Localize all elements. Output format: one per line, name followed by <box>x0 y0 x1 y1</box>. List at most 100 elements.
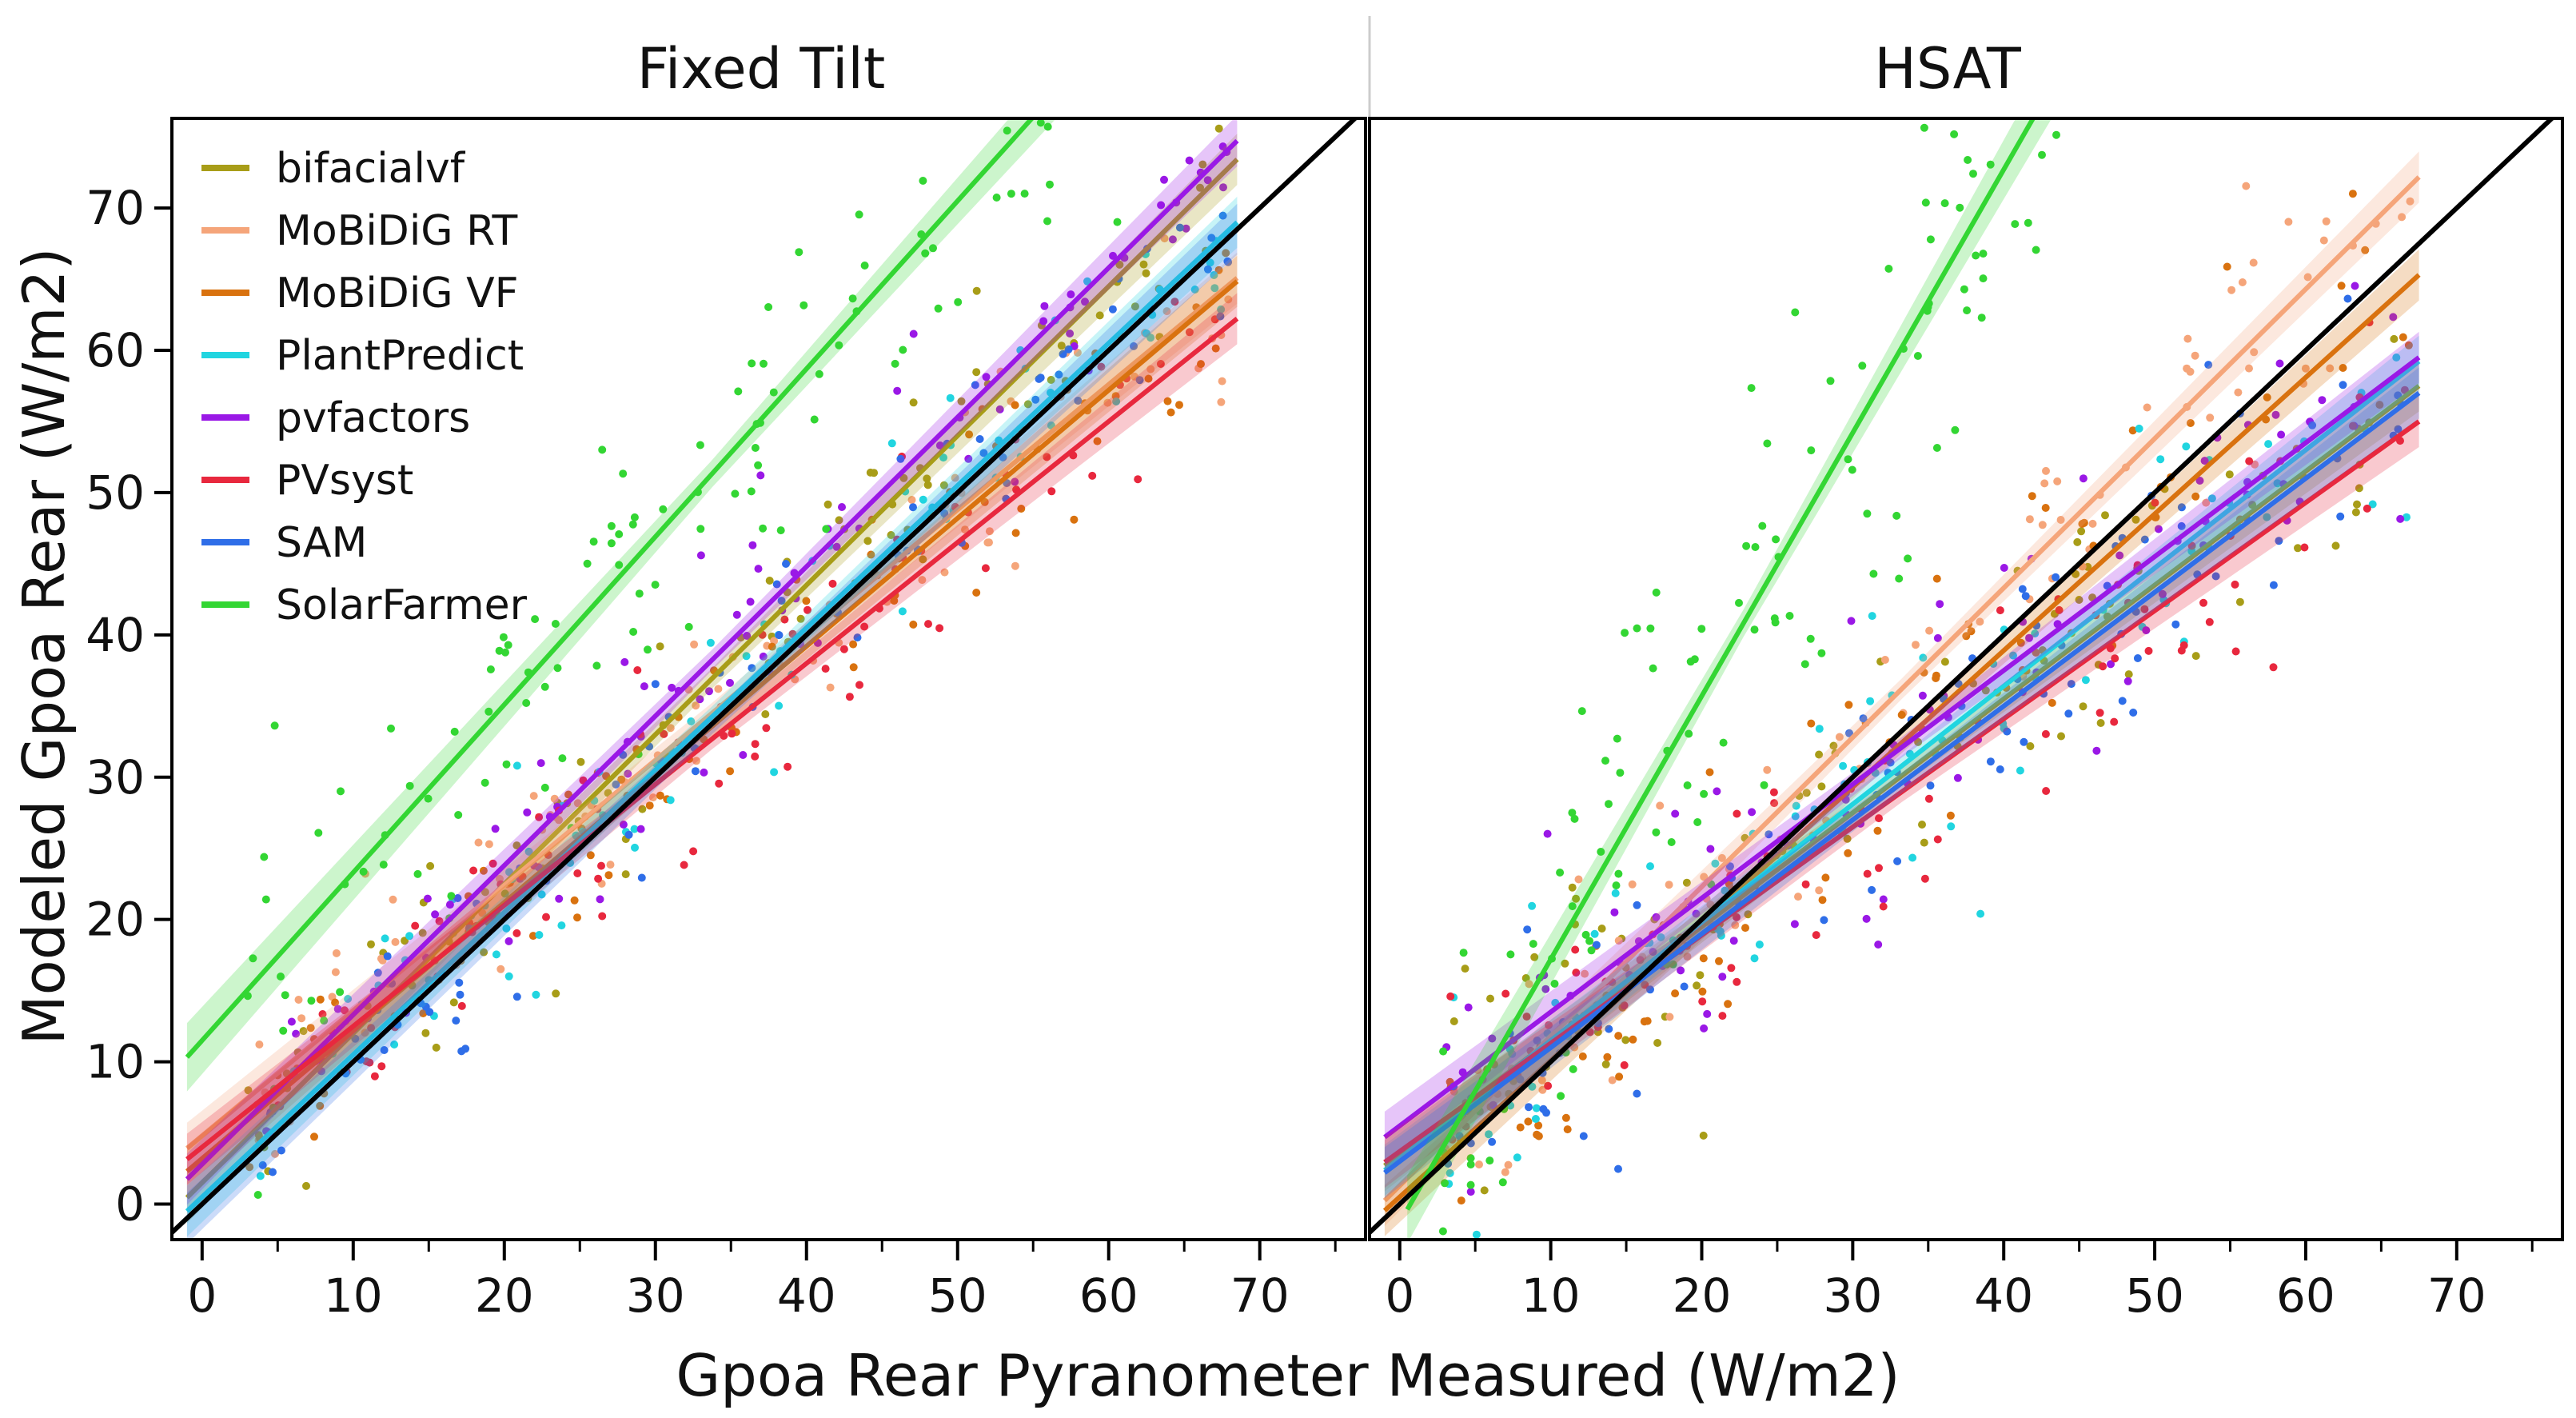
data-point <box>405 781 414 790</box>
data-point <box>341 1006 349 1015</box>
data-point <box>972 589 981 597</box>
data-point <box>2110 717 2119 726</box>
data-point <box>1932 444 1941 452</box>
data-point <box>2067 680 2076 689</box>
data-point <box>271 1149 279 1158</box>
data-point <box>1926 235 1935 244</box>
data-point <box>255 1041 264 1049</box>
data-point <box>696 551 705 560</box>
data-point <box>456 990 465 999</box>
data-point <box>2348 190 2357 198</box>
data-point <box>1620 1061 1629 1069</box>
data-point <box>1771 618 1780 627</box>
data-point <box>1134 475 1142 484</box>
data-point <box>320 1017 329 1025</box>
data-point <box>1532 1104 1541 1112</box>
data-point <box>573 799 582 808</box>
data-point <box>2351 282 2359 290</box>
data-point <box>1921 198 1930 207</box>
data-point <box>1011 477 1019 486</box>
data-point <box>762 724 771 733</box>
data-point <box>292 1029 301 1038</box>
data-point <box>279 1026 288 1035</box>
data-point <box>332 949 341 957</box>
data-point <box>512 841 521 850</box>
data-point <box>1698 987 1707 996</box>
data-point <box>1059 350 1067 358</box>
data-point <box>504 641 512 649</box>
data-point <box>1446 1168 1454 1177</box>
data-point <box>1750 954 1759 963</box>
data-point <box>1561 959 1569 968</box>
data-point <box>2107 660 2115 669</box>
data-point <box>1601 1060 1610 1068</box>
data-point <box>1210 284 1219 293</box>
data-point <box>1011 561 1019 570</box>
legend-label: SAM <box>276 519 367 567</box>
data-point <box>1646 862 1654 871</box>
data-point <box>1986 160 1995 169</box>
data-point <box>1175 223 1184 232</box>
data-point <box>633 666 642 674</box>
data-point <box>635 589 644 598</box>
data-point <box>1218 142 1227 151</box>
data-point <box>732 610 741 619</box>
data-point <box>2390 334 2399 343</box>
data-point <box>2343 294 2352 303</box>
data-point <box>1932 574 1941 583</box>
data-point <box>551 620 560 628</box>
data-point <box>1533 1130 1541 1139</box>
data-point <box>405 932 414 941</box>
data-point <box>1112 397 1121 405</box>
data-point <box>2038 521 2047 529</box>
data-point <box>500 889 509 898</box>
panel-title-hsat: HSAT <box>1874 36 2021 102</box>
data-point <box>1791 812 1800 821</box>
data-point <box>1577 707 1586 716</box>
x-tick-label: 40 <box>777 1268 836 1323</box>
data-point <box>1875 814 1883 823</box>
data-point <box>1597 848 1605 856</box>
data-point <box>2156 455 2165 464</box>
data-point <box>1218 377 1226 385</box>
data-point <box>1211 344 1220 353</box>
data-point <box>1544 1081 1553 1090</box>
data-point <box>776 526 785 535</box>
data-point <box>784 762 792 771</box>
data-point <box>1925 626 1934 635</box>
data-point <box>2079 702 2088 711</box>
data-point <box>1652 588 1661 597</box>
data-point <box>1581 969 1589 978</box>
data-point <box>759 652 768 661</box>
data-point <box>1868 885 1876 894</box>
data-point <box>1963 306 1972 315</box>
data-point <box>1023 400 1032 409</box>
data-point <box>1439 1047 1448 1056</box>
data-point <box>1683 953 1692 961</box>
data-point <box>2269 581 2278 589</box>
data-point <box>954 298 963 306</box>
identity-line <box>1370 118 2556 1235</box>
data-point <box>387 724 395 733</box>
data-point <box>269 1168 277 1176</box>
data-point <box>849 640 858 649</box>
data-point <box>1207 234 1216 242</box>
data-point <box>1685 729 1693 738</box>
y-tick-label: 70 <box>86 181 145 235</box>
data-point <box>1726 862 1734 871</box>
data-point <box>523 808 532 817</box>
data-point <box>923 481 932 489</box>
data-point <box>855 210 863 219</box>
legend-label: MoBiDiG VF <box>276 270 519 318</box>
data-point <box>1769 788 1778 797</box>
data-point <box>1557 1092 1565 1100</box>
data-point <box>2123 677 2132 685</box>
data-point <box>1792 801 1800 810</box>
data-point <box>1210 271 1218 279</box>
data-point <box>1979 250 1988 258</box>
data-point <box>2204 361 2213 369</box>
data-point <box>1081 298 1089 306</box>
data-point <box>390 1041 399 1049</box>
data-point <box>696 695 704 704</box>
